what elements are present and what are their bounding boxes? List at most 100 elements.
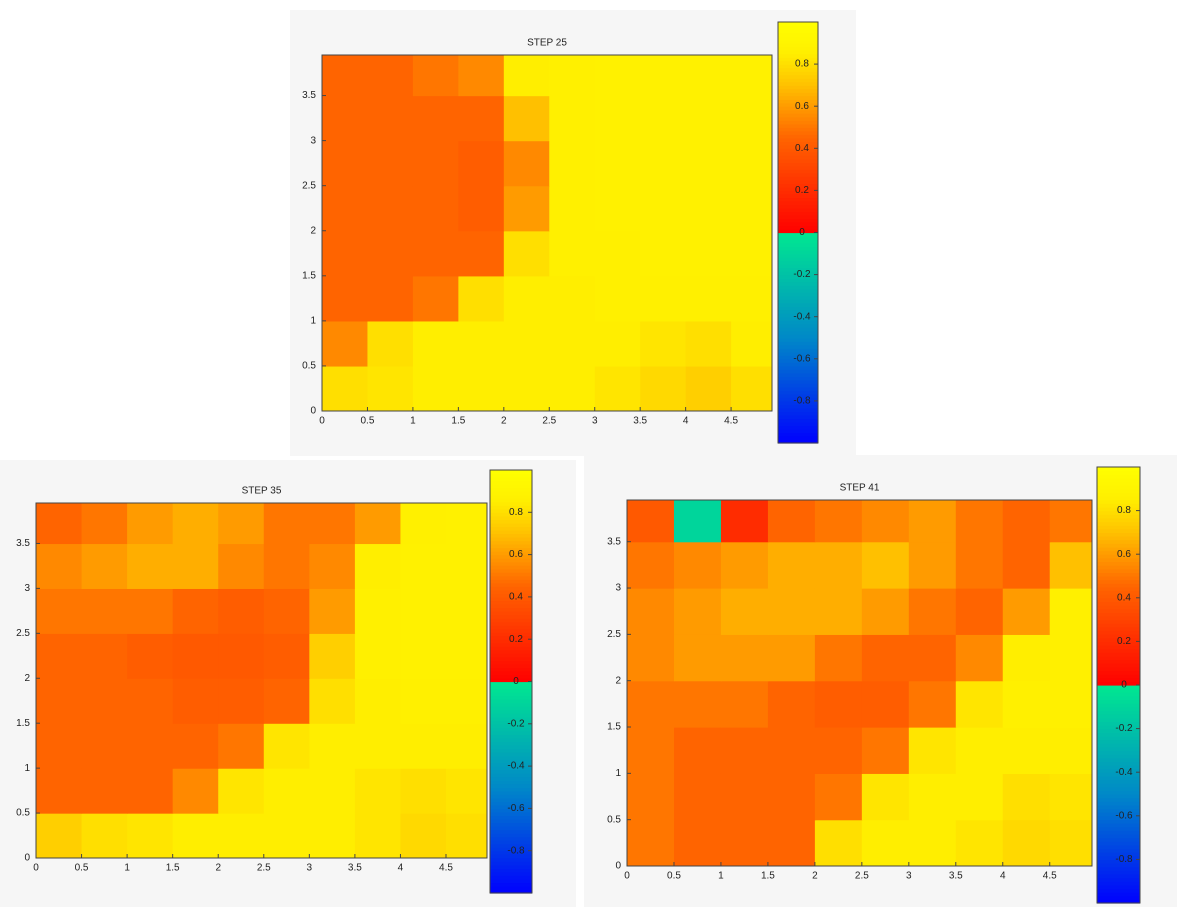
heatmap-cell	[458, 320, 505, 367]
colorbar-step	[1097, 481, 1140, 486]
heatmap-cell	[814, 634, 863, 682]
plot-frame	[321, 54, 773, 412]
colorbar-step	[778, 60, 818, 65]
heatmap-cell	[594, 320, 641, 367]
heatmap-cell	[354, 503, 402, 545]
heatmap-cell	[594, 230, 641, 277]
colorbar-step	[1097, 790, 1140, 795]
heatmap-cell	[673, 773, 722, 821]
heatmap-cell	[594, 95, 641, 142]
colorbar-step	[1097, 634, 1140, 639]
colorbar-step	[490, 713, 532, 718]
heatmap-cell	[814, 588, 863, 635]
colorbar-step	[778, 278, 818, 283]
colorbar-step	[778, 64, 818, 69]
panel: STEP 41 0 0.5 1 1.5 2 2.5 3 3.5 4 4.5 0 0.5 1 1.5 2 2.5 3…	[584, 455, 1177, 907]
heatmap-cell	[503, 365, 550, 411]
heatmap-cell	[322, 55, 369, 97]
colorbar-step	[778, 29, 818, 34]
heatmap-cell	[127, 678, 174, 724]
colorbar-step	[490, 794, 532, 799]
colorbar-tick-label: -0.4	[1115, 767, 1133, 778]
heatmap-cell	[218, 813, 265, 858]
y-tick-label: 3	[24, 583, 30, 594]
colorbar-step	[1097, 728, 1140, 733]
colorbar-step	[490, 544, 532, 549]
colorbar-step	[1097, 615, 1140, 621]
heatmap-cell	[36, 633, 83, 679]
colorbar-step	[490, 477, 532, 482]
colorbar-tick-label: 0	[513, 676, 519, 687]
colorbar-step	[490, 685, 532, 690]
heatmap-cell	[503, 275, 550, 322]
x-tick-label: 4	[398, 863, 404, 874]
heatmap-cell	[458, 275, 505, 322]
colorbar-step	[490, 776, 532, 781]
colorbar-tick-label: 0.4	[1117, 592, 1131, 603]
x-tick-label: 2	[501, 416, 507, 427]
colorbar-step	[490, 505, 532, 510]
colorbar-step	[490, 501, 532, 506]
colorbar-step	[778, 292, 818, 297]
colorbar-step	[490, 885, 532, 891]
colorbar-step	[490, 639, 532, 644]
heatmap-cell	[861, 680, 910, 728]
colorbar-step	[778, 25, 818, 30]
heatmap-cell	[458, 140, 505, 187]
colorbar-tick-label: 0.8	[795, 59, 809, 70]
x-tick-label: 4.5	[1043, 871, 1057, 882]
colorbar-step	[1097, 586, 1140, 592]
colorbar-step	[778, 22, 818, 27]
colorbar-step	[1097, 797, 1140, 802]
colorbar-step	[778, 334, 818, 339]
heatmap-cell	[127, 723, 174, 769]
heatmap-cell	[127, 503, 174, 545]
chart-title: STEP 41	[840, 483, 880, 494]
colorbar-step	[778, 400, 818, 406]
x-tick-label: 2.5	[855, 871, 869, 882]
heatmap-cell	[218, 543, 265, 589]
colorbar-step	[1097, 488, 1140, 494]
colorbar-step	[490, 716, 532, 721]
x-tick-label: 4.5	[439, 863, 453, 874]
heatmap-cell	[908, 680, 957, 728]
heatmap-cell	[458, 95, 505, 142]
colorbar-step	[778, 57, 818, 62]
x-tick-label: 0	[33, 863, 39, 874]
colorbar-step	[778, 144, 818, 149]
colorbar-step	[1097, 706, 1140, 712]
heatmap-cell	[861, 588, 910, 635]
y-tick-label: 2.5	[607, 629, 621, 640]
colorbar-tick-label: 0.2	[1117, 636, 1131, 647]
heatmap-cell	[172, 723, 219, 769]
colorbar-step	[778, 351, 818, 356]
colorbar-tick-label: -0.6	[507, 803, 525, 814]
colorbar-step	[490, 575, 532, 580]
colorbar-step	[490, 826, 532, 831]
heatmap-cell	[412, 230, 459, 277]
colorbar-step	[1097, 710, 1140, 715]
heatmap-cell	[640, 275, 687, 322]
colorbar-step	[490, 596, 532, 602]
colorbar-step	[778, 376, 818, 381]
heatmap-cell	[446, 503, 487, 545]
colorbar-step	[490, 660, 532, 665]
heatmap-cell	[640, 95, 687, 142]
heatmap-cell	[1002, 680, 1051, 728]
colorbar-step	[778, 32, 818, 37]
colorbar-tick-label: 0.8	[509, 507, 523, 518]
colorbar-step	[490, 625, 532, 630]
y-tick-label: 3.5	[607, 536, 621, 547]
colorbar-step	[490, 642, 532, 647]
colorbar-step	[778, 134, 818, 139]
colorbar-step	[778, 365, 818, 370]
colorbar-step	[1097, 852, 1140, 857]
x-tick-label: 4	[1000, 871, 1006, 882]
colorbar-step	[490, 871, 532, 876]
colorbar-tick-label: -0.2	[507, 718, 525, 729]
heatmap-cell	[81, 543, 128, 589]
x-tick-label: 2.5	[542, 416, 556, 427]
heatmap-cell	[446, 768, 487, 814]
colorbar-step	[778, 137, 818, 142]
colorbar-step	[1097, 525, 1140, 530]
